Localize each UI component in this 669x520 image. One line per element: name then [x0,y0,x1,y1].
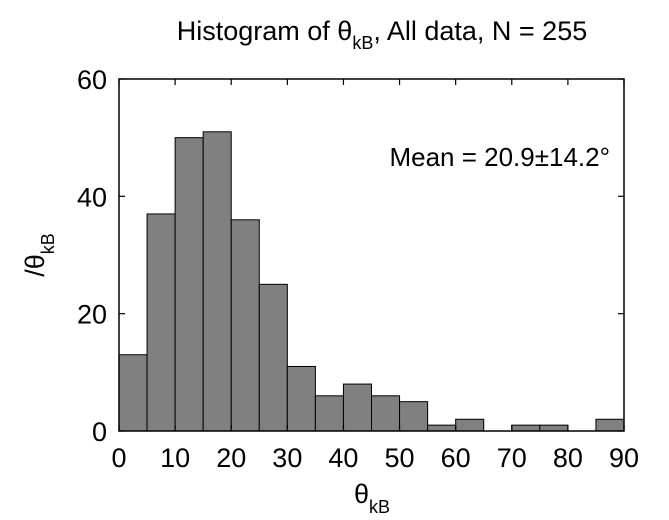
chart-title: Histogram of θkB, All data, N = 255 [177,16,587,53]
x-tick-label: 90 [609,443,639,473]
y-tick-label: 20 [77,300,107,330]
histogram-bar [258,283,288,432]
xlabel-sub: kB [369,497,390,517]
x-tick-label: 10 [160,443,190,473]
title-main: Histogram of θ [177,16,353,46]
histogram-bar [118,354,148,432]
histogram-bar [595,418,625,432]
y-tick-label: 0 [92,417,107,447]
histogram-bar [511,424,541,432]
histogram-bar [399,401,429,432]
title-rest: , All data, N = 255 [373,16,587,46]
x-tick-label: 40 [328,443,358,473]
histogram-bar [202,131,232,432]
histogram-bar [314,395,344,432]
histogram-bar [371,395,401,432]
x-tick-label: 80 [553,443,583,473]
histogram-bar [427,424,457,432]
y-axis-label: /θkB [20,233,58,277]
ylabel-main: /θ [20,254,50,277]
x-tick-label: 60 [441,443,471,473]
title-sub: kB [352,33,373,53]
histogram-bar [286,365,316,432]
histogram-bar [342,383,373,432]
histogram-bar [455,418,485,432]
bars-group [118,131,625,432]
x-axis-label: θkB [354,479,390,517]
x-tick-label: 50 [385,443,415,473]
x-tick-label: 20 [216,443,246,473]
histogram-bar [174,137,204,432]
histogram-bar [230,219,260,432]
y-tick-label: 40 [77,182,107,212]
y-tick-label: 60 [77,65,107,95]
mean-annotation: Mean = 20.9±14.2° [389,142,610,172]
x-tick-label: 0 [111,443,126,473]
xlabel-main: θ [354,479,369,509]
plot-frame [118,78,625,432]
x-axis: 0 10 20 30 40 50 60 70 80 90 [111,79,639,473]
ylabel-sub: kB [38,233,58,254]
histogram-bar [146,213,176,432]
y-axis: 0 20 40 60 [77,65,624,447]
x-tick-label: 30 [272,443,302,473]
histogram-bar [539,424,569,432]
x-tick-label: 70 [497,443,527,473]
